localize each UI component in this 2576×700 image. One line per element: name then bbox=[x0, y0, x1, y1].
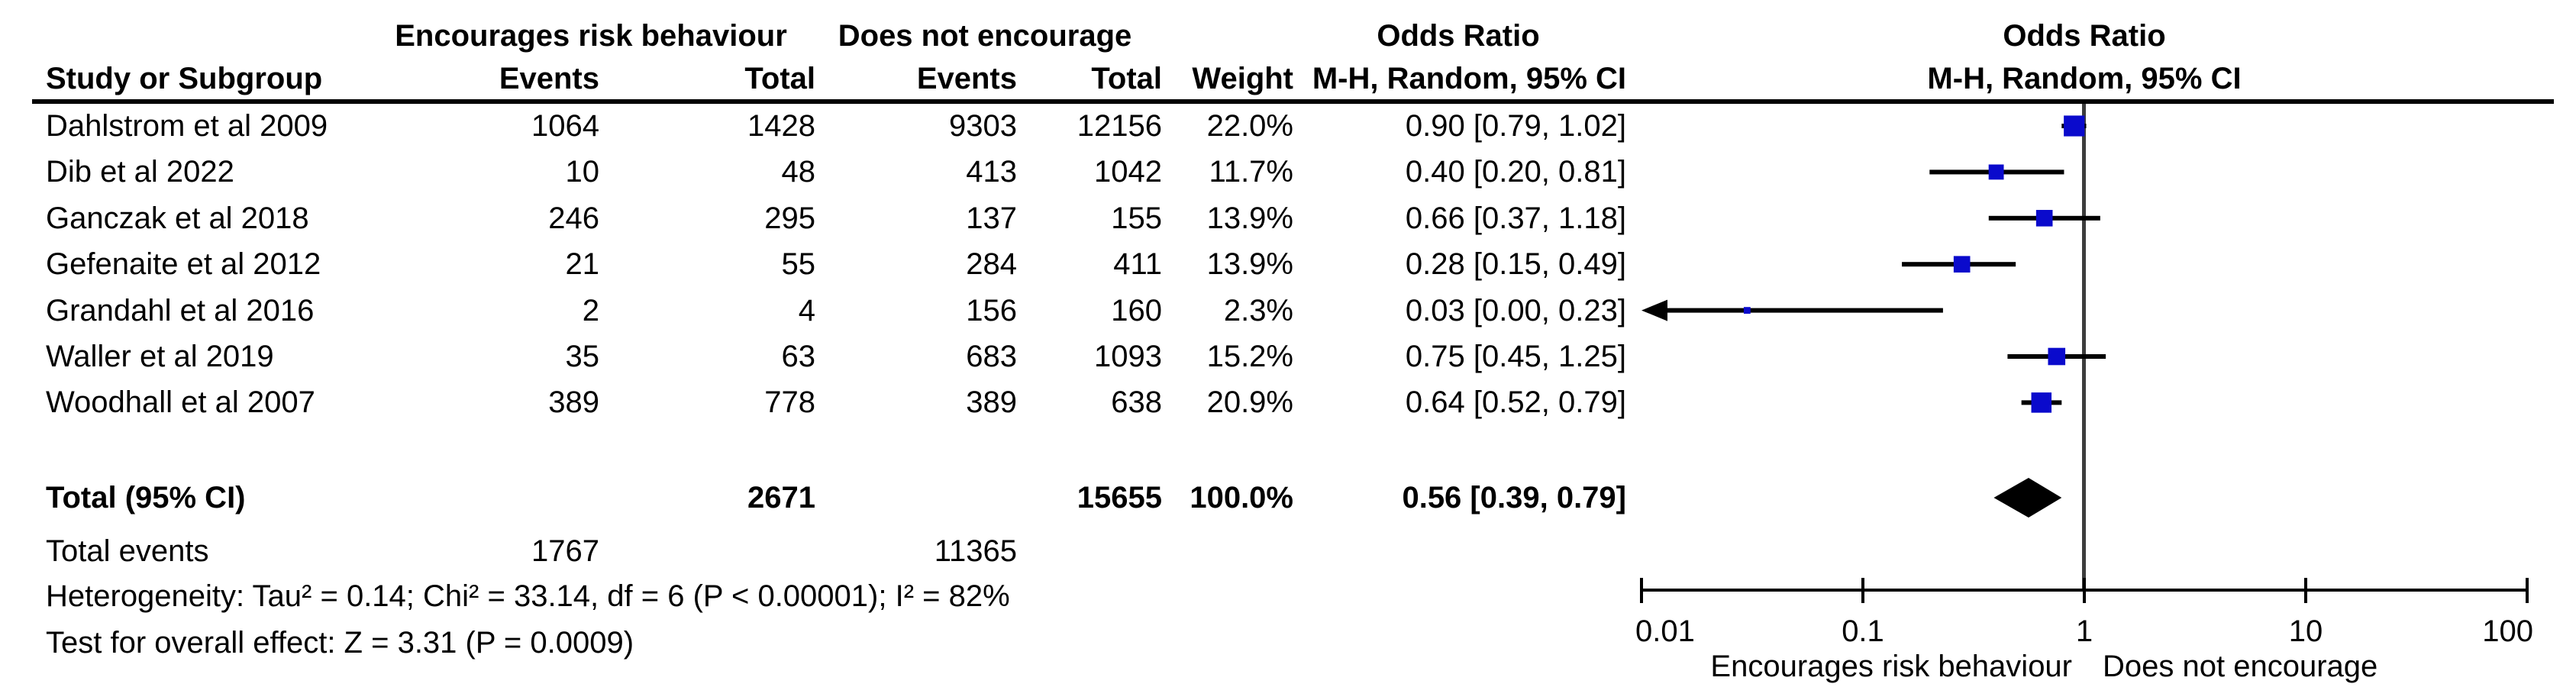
header-weight-col: Weight bbox=[1192, 62, 1293, 95]
header-study-col: Study or Subgroup bbox=[46, 62, 323, 95]
header-events1-col: Events bbox=[499, 62, 599, 95]
total1-cell: 295 bbox=[764, 202, 815, 235]
total2-cell: 411 bbox=[1113, 247, 1162, 281]
axis-tick bbox=[1640, 578, 1643, 603]
events1-cell: 21 bbox=[565, 247, 600, 281]
header-group2-label: Does not encourage bbox=[838, 19, 1132, 53]
total-row-ci: 0.56 [0.39, 0.79] bbox=[1402, 481, 1626, 515]
header-method-plot-col: M-H, Random, 95% CI bbox=[1927, 62, 2242, 95]
total1-cell: 4 bbox=[798, 294, 815, 327]
weight-cell: 13.9% bbox=[1206, 247, 1293, 281]
ci-line bbox=[1661, 308, 1943, 313]
overall-effect-stats: Test for overall effect: Z = 3.31 (P = 0… bbox=[46, 626, 634, 660]
axis-label-right: Does not encourage bbox=[2103, 650, 2377, 683]
total-events-label: Total events bbox=[46, 534, 209, 568]
axis-tick bbox=[2526, 578, 2529, 603]
axis-tick-label: 1 bbox=[2076, 615, 2093, 648]
study-name-cell: Dib et al 2022 bbox=[46, 155, 234, 189]
study-name-cell: Woodhall et al 2007 bbox=[46, 385, 315, 419]
or-square bbox=[1743, 307, 1751, 314]
axis-tick bbox=[2083, 578, 2086, 603]
or-square bbox=[1988, 164, 2004, 180]
axis-tick-label: 0.1 bbox=[1842, 615, 1884, 648]
total2-cell: 1093 bbox=[1094, 340, 1162, 373]
total-row-total2: 15655 bbox=[1077, 481, 1162, 515]
ci-text-cell: 0.90 [0.79, 1.02] bbox=[1405, 109, 1626, 143]
axis-label-left: Encourages risk behaviour bbox=[1710, 650, 2072, 683]
or-square bbox=[2064, 115, 2085, 137]
total1-cell: 63 bbox=[781, 340, 816, 373]
total1-cell: 55 bbox=[781, 247, 816, 281]
events1-cell: 10 bbox=[565, 155, 600, 189]
axis-tick bbox=[1861, 578, 1864, 603]
events2-cell: 137 bbox=[966, 202, 1017, 235]
events2-cell: 413 bbox=[966, 155, 1017, 189]
total1-cell: 1428 bbox=[747, 109, 815, 143]
or-square bbox=[1953, 256, 1971, 273]
weight-cell: 11.7% bbox=[1209, 155, 1293, 189]
header-separator-line bbox=[32, 99, 2554, 104]
axis-tick-label: 10 bbox=[2289, 615, 2323, 648]
header-group1-label: Encourages risk behaviour bbox=[395, 19, 787, 53]
axis-tick-label: 0.01 bbox=[1635, 615, 1695, 648]
study-name-cell: Gefenaite et al 2012 bbox=[46, 247, 321, 281]
total-row-total1: 2671 bbox=[747, 481, 815, 515]
total2-cell: 1042 bbox=[1094, 155, 1162, 189]
events1-cell: 246 bbox=[548, 202, 599, 235]
ci-text-cell: 0.75 [0.45, 1.25] bbox=[1405, 340, 1626, 373]
total-events-group2: 11365 bbox=[934, 534, 1017, 568]
header-total1-col: Total bbox=[744, 62, 815, 95]
weight-cell: 15.2% bbox=[1206, 340, 1293, 373]
events2-cell: 156 bbox=[966, 294, 1017, 327]
header-events2-col: Events bbox=[916, 62, 1017, 95]
total2-cell: 155 bbox=[1111, 202, 1162, 235]
or-square bbox=[2031, 392, 2052, 413]
total1-cell: 48 bbox=[781, 155, 816, 189]
total-row-weight: 100.0% bbox=[1190, 481, 1293, 515]
study-name-cell: Ganczak et al 2018 bbox=[46, 202, 309, 235]
axis-tick-label: 100 bbox=[2482, 615, 2533, 648]
weight-cell: 2.3% bbox=[1223, 294, 1293, 327]
or-square bbox=[2048, 347, 2066, 366]
ci-text-cell: 0.28 [0.15, 0.49] bbox=[1405, 247, 1626, 281]
null-effect-line bbox=[2082, 104, 2086, 590]
events1-cell: 35 bbox=[565, 340, 600, 373]
header-odds-ratio-text-col: Odds Ratio bbox=[1377, 19, 1540, 53]
axis-tick bbox=[2304, 578, 2307, 603]
total2-cell: 160 bbox=[1111, 294, 1162, 327]
study-name-cell: Dahlstrom et al 2009 bbox=[46, 109, 328, 143]
events1-cell: 389 bbox=[548, 385, 599, 419]
ci-text-cell: 0.66 [0.37, 1.18] bbox=[1405, 202, 1626, 235]
summary-diamond bbox=[1993, 478, 2062, 518]
total1-cell: 778 bbox=[764, 385, 815, 419]
weight-cell: 13.9% bbox=[1206, 202, 1293, 235]
weight-cell: 20.9% bbox=[1206, 385, 1293, 419]
ci-text-cell: 0.03 [0.00, 0.23] bbox=[1405, 294, 1626, 327]
events1-cell: 2 bbox=[582, 294, 599, 327]
events2-cell: 284 bbox=[966, 247, 1017, 281]
ci-arrow-left bbox=[1641, 299, 1667, 321]
events2-cell: 9303 bbox=[949, 109, 1017, 143]
events2-cell: 683 bbox=[966, 340, 1017, 373]
events2-cell: 389 bbox=[966, 385, 1017, 419]
total-row-label: Total (95% CI) bbox=[46, 481, 246, 515]
total2-cell: 638 bbox=[1111, 385, 1162, 419]
total-events-group1: 1767 bbox=[531, 534, 599, 568]
header-total2-col: Total bbox=[1091, 62, 1162, 95]
study-name-cell: Grandahl et al 2016 bbox=[46, 294, 315, 327]
heterogeneity-stats: Heterogeneity: Tau² = 0.14; Chi² = 33.14… bbox=[46, 579, 1010, 613]
or-square bbox=[2035, 209, 2053, 227]
ci-text-cell: 0.64 [0.52, 0.79] bbox=[1405, 385, 1626, 419]
events1-cell: 1064 bbox=[531, 109, 599, 143]
weight-cell: 22.0% bbox=[1206, 109, 1293, 143]
total2-cell: 12156 bbox=[1077, 109, 1162, 143]
header-odds-ratio-plot-col: Odds Ratio bbox=[2003, 19, 2166, 53]
header-method-text-col: M-H, Random, 95% CI bbox=[1312, 62, 1626, 95]
study-name-cell: Waller et al 2019 bbox=[46, 340, 274, 373]
ci-text-cell: 0.40 [0.20, 0.81] bbox=[1405, 155, 1626, 189]
